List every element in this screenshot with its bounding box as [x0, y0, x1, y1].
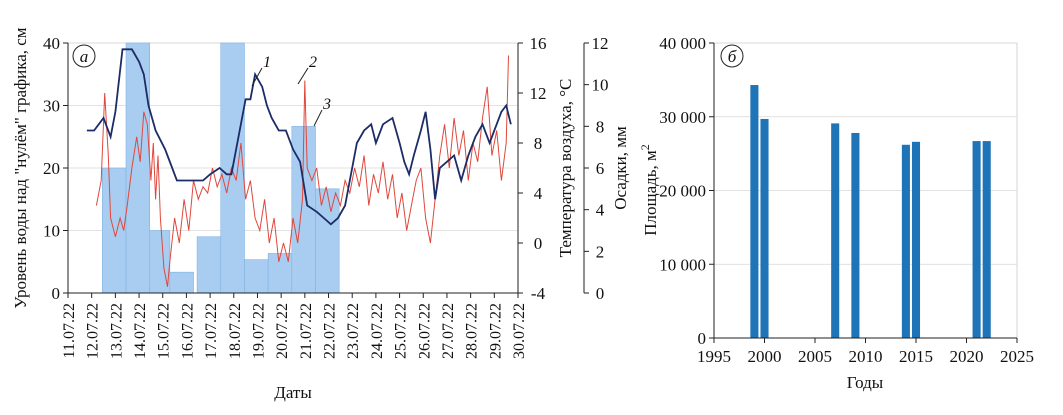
panel-b-y-tick-label-2: 20 000 — [659, 182, 706, 201]
precipitation-bar-4 — [196, 236, 222, 294]
date-tick-label-4: 15.07.22 — [156, 303, 173, 359]
series-1-leader — [251, 67, 263, 87]
area-bar-2014 — [901, 144, 910, 338]
date-tick-label-19: 30.07.22 — [511, 303, 528, 359]
date-tick-label-15: 26.07.22 — [416, 303, 433, 359]
left-y-tick-label-3: 30 — [43, 97, 60, 116]
precipitation-ticks: 0 2 4 6 8 10 12 — [584, 34, 609, 303]
panel-b-x-tick-label-5: 2020 — [950, 347, 984, 366]
panel-a-temp-title: Температура воздуха, °С — [556, 79, 575, 258]
date-tick-label-1: 12.07.22 — [85, 303, 102, 359]
left-y-ticks: 0 10 20 30 40 — [43, 34, 68, 303]
panel-b-y-tick-label-4: 40 000 — [659, 34, 706, 53]
panel-a-label: а — [80, 47, 89, 66]
precipitation-tick-label-4: 8 — [596, 117, 605, 136]
date-tick-label-9: 20.07.22 — [274, 303, 291, 359]
panel-a-left-y-title: Уровень воды над "нулём" графика, см — [11, 27, 30, 308]
date-tick-label-7: 18.07.22 — [227, 303, 244, 359]
left-y-tick-label-1: 10 — [43, 222, 60, 241]
panel-b-y-tick-label-0: 0 — [698, 329, 707, 348]
temperature-tick-label-3: 8 — [534, 134, 543, 153]
panel-b-x-tick-label-1: 2000 — [748, 347, 782, 366]
panel-b-y-tick-label-3: 30 000 — [659, 108, 706, 127]
left-y-tick-label-2: 20 — [43, 159, 60, 178]
date-tick-label-2: 13.07.22 — [108, 303, 125, 359]
date-tick-label-14: 25.07.22 — [393, 303, 410, 359]
date-tick-label-10: 21.07.22 — [298, 303, 315, 359]
date-tick-label-3: 14.07.22 — [132, 303, 149, 359]
area-bar-1999 — [750, 85, 759, 338]
date-tick-label-18: 29.07.22 — [487, 303, 504, 359]
date-ticks: 11.07.22 12.07.22 13.07.22 14.07.22 15.07.22… — [61, 293, 528, 359]
panel-b-x-tick-label-3: 2010 — [849, 347, 883, 366]
panel-b-x-tick-label-0: 1995 — [697, 347, 731, 366]
area-bars — [750, 85, 991, 339]
precipitation-bar-9 — [315, 188, 340, 294]
area-bar-2021 — [972, 141, 981, 338]
date-tick-label-0: 11.07.22 — [61, 303, 78, 358]
series-3-leader — [313, 109, 323, 127]
panel-b-label-circle — [720, 44, 744, 68]
area-bar-2015 — [911, 141, 921, 338]
panel-b-y-title: Площадь, м2 — [638, 144, 660, 236]
left-y-tick-label-0: 0 — [52, 284, 61, 303]
date-tick-label-17: 28.07.22 — [464, 303, 481, 359]
series-3-label: 3 — [322, 96, 331, 113]
panel-b-x-tick-label-2: 2005 — [798, 347, 832, 366]
series-1-label: 1 — [263, 54, 271, 71]
temperature-tick-label-2: 4 — [534, 184, 543, 203]
area-bar-2022 — [982, 141, 991, 338]
water-level-smooth-series — [86, 48, 512, 226]
temperature-tick-label-4: 12 — [530, 84, 547, 103]
panel-a-x-title: Даты — [274, 383, 312, 402]
temperature-tick-label-1: 0 — [534, 234, 543, 253]
panel-b-y-title-text: Площадь, м — [641, 150, 660, 236]
panel-a-precip-title: Осадки, мм — [611, 126, 630, 210]
date-tick-label-5: 16.07.22 — [179, 303, 196, 359]
precipitation-tick-label-6: 12 — [592, 34, 609, 53]
temperature-tick-label-5: 16 — [530, 34, 547, 53]
left-y-tick-label-4: 40 — [43, 34, 60, 53]
panel-a-label-circle — [72, 44, 96, 68]
precipitation-bar-3 — [169, 271, 194, 294]
date-tick-label-13: 24.07.22 — [369, 303, 386, 359]
area-bar-2000 — [760, 118, 769, 339]
precipitation-tick-label-1: 2 — [596, 242, 605, 261]
temperature-ticks: -4 0 4 8 12 16 — [518, 34, 547, 303]
precipitation-bar-6 — [244, 259, 269, 294]
panel-b-y-tick-label-1: 10 000 — [659, 255, 706, 274]
series-2-leader — [297, 67, 309, 85]
date-tick-label-8: 19.07.22 — [250, 303, 267, 359]
precipitation-bar-1 — [125, 42, 151, 294]
panel-b-y-title-superscript: 2 — [638, 144, 652, 150]
panel-b-x-title: Годы — [847, 373, 884, 392]
panel-b-x-ticks: 1995 2000 2005 2010 2015 2020 2025 — [697, 338, 1034, 366]
precipitation-tick-label-3: 6 — [596, 159, 605, 178]
panel-b-label: б — [728, 47, 737, 66]
precipitation-tick-label-2: 4 — [596, 201, 605, 220]
panel-b-x-tick-label-4: 2015 — [899, 347, 933, 366]
precipitation-tick-label-0: 0 — [596, 284, 605, 303]
area-bar-2007 — [831, 123, 840, 338]
area-bar-2009 — [851, 132, 860, 338]
temperature-tick-label-0: -4 — [531, 284, 546, 303]
precipitation-bars — [102, 42, 340, 294]
panel-b-x-tick-label-6: 2025 — [1000, 347, 1034, 366]
date-tick-label-16: 27.07.22 — [440, 303, 457, 359]
date-tick-label-12: 23.07.22 — [345, 303, 362, 359]
precipitation-tick-label-5: 10 — [592, 76, 609, 95]
date-tick-label-6: 17.07.22 — [203, 303, 220, 359]
series-2-label: 2 — [309, 54, 317, 71]
date-tick-label-11: 22.07.22 — [322, 303, 339, 359]
panel-b-y-ticks: 0 10 000 20 000 30 000 40 000 — [659, 34, 714, 348]
